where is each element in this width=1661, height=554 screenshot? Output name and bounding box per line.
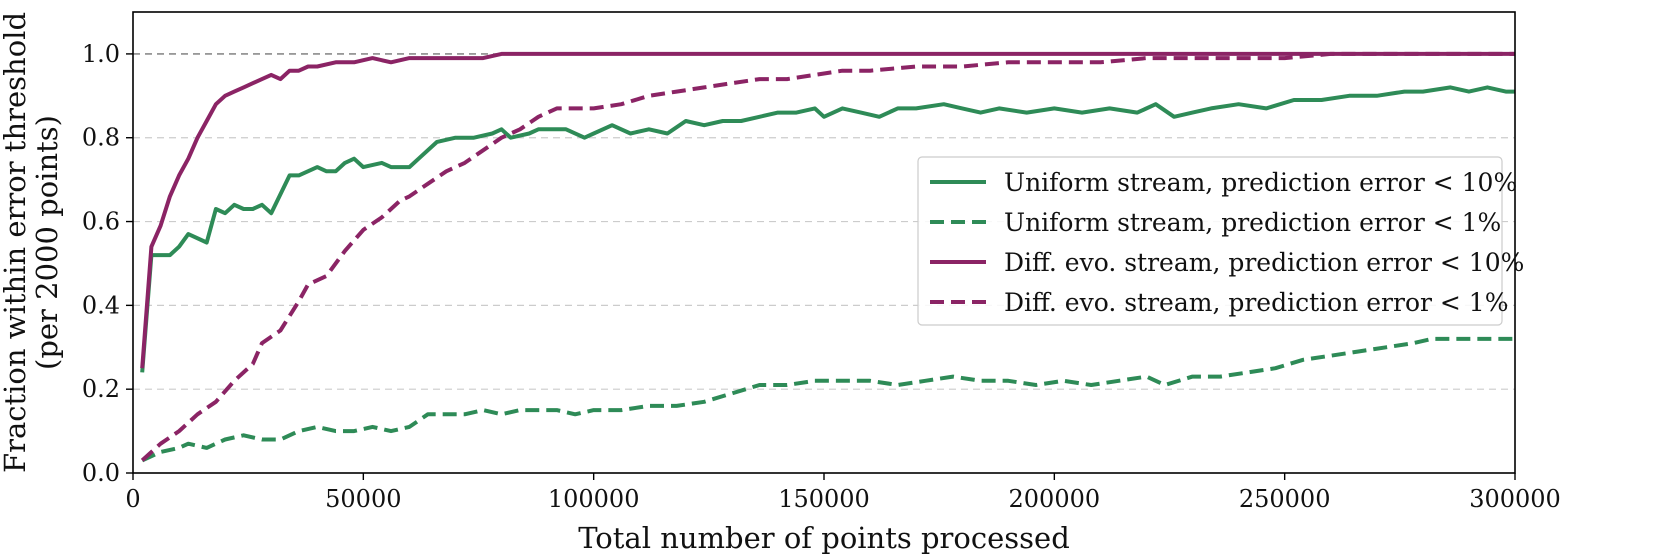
series-line-uniform-1pct [141,336,1515,463]
legend-label-uniform-10: Uniform stream, prediction error < 10% [1004,168,1517,197]
y-tick-label-0: 0.0 [82,459,120,487]
y-tick-label-4: 0.8 [82,124,120,152]
series-line-diffevo-10pct [140,51,1515,369]
y-axis-title-line-1: Fraction within error threshold [0,12,32,473]
series-line-diffevo-1pct [140,51,1515,462]
x-tick-label-5: 250000 [1239,485,1331,513]
grid-lines [133,53,1515,390]
y-axis-title-line-2: (per 2000 points) [30,115,64,370]
x-axis-title: Total number of points processed [578,521,1070,554]
y-tick-label-1: 0.2 [82,375,120,403]
x-tick-label-6: 300000 [1469,485,1561,513]
series-line-uniform-10pct [140,85,1515,373]
y-tick-label-3: 0.6 [82,208,120,236]
x-tick-label-4: 200000 [1009,485,1101,513]
x-tick-label-0: 0 [125,485,140,513]
legend-label-diffevo-10: Diff. evo. stream, prediction error < 10… [1004,248,1524,277]
axis-ticks: 0 50000 100000 150000 200000 250000 300000 0.0 0… [82,40,1561,513]
y-tick-label-5: 1.0 [82,40,120,68]
legend-label-uniform-1: Uniform stream, prediction error < 1% [1004,208,1501,237]
x-tick-label-2: 100000 [548,485,640,513]
legend-box [917,156,1503,326]
legend-label-diffevo-1: Diff. evo. stream, prediction error < 1% [1004,288,1508,317]
y-tick-label-2: 0.4 [82,291,120,319]
x-tick-label-3: 150000 [778,485,870,513]
legend: Uniform stream, prediction error < 10% U… [917,156,1524,326]
series-lines [140,51,1515,463]
x-tick-label-1: 50000 [325,485,401,513]
